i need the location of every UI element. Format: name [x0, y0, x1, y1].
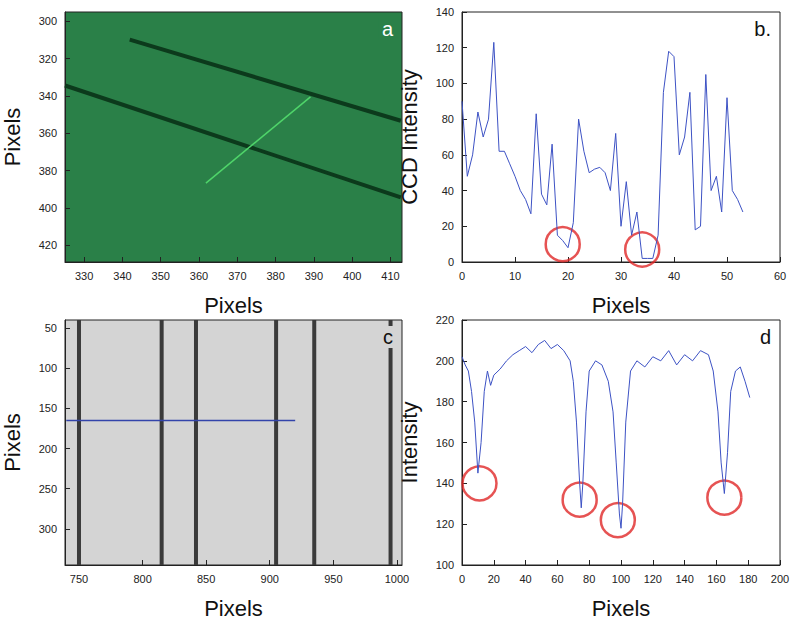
- svg-text:160: 160: [707, 573, 725, 585]
- svg-text:100: 100: [436, 77, 454, 89]
- svg-text:400: 400: [343, 270, 361, 282]
- svg-text:50: 50: [721, 270, 733, 282]
- svg-text:370: 370: [228, 270, 246, 282]
- svg-text:a: a: [382, 18, 394, 40]
- svg-text:40: 40: [519, 573, 531, 585]
- svg-text:40: 40: [668, 270, 680, 282]
- svg-text:400: 400: [39, 202, 57, 214]
- svg-text:20: 20: [562, 270, 574, 282]
- svg-text:250: 250: [39, 483, 57, 495]
- svg-text:60: 60: [442, 149, 454, 161]
- svg-text:200: 200: [771, 573, 789, 585]
- svg-text:60: 60: [774, 270, 786, 282]
- svg-text:Pixels: Pixels: [0, 108, 25, 167]
- svg-text:420: 420: [39, 239, 57, 251]
- svg-text:800: 800: [133, 573, 151, 585]
- svg-text:Pixels: Pixels: [592, 293, 651, 318]
- svg-text:900: 900: [261, 573, 279, 585]
- svg-text:80: 80: [583, 573, 595, 585]
- svg-text:220: 220: [436, 314, 454, 326]
- svg-text:40: 40: [442, 185, 454, 197]
- svg-text:180: 180: [436, 396, 454, 408]
- svg-text:750: 750: [70, 573, 88, 585]
- svg-text:320: 320: [39, 53, 57, 65]
- svg-text:100: 100: [39, 362, 57, 374]
- svg-text:0: 0: [448, 256, 454, 268]
- svg-text:0: 0: [459, 270, 465, 282]
- svg-text:380: 380: [266, 270, 284, 282]
- svg-text:140: 140: [436, 6, 454, 18]
- svg-text:Pixels: Pixels: [0, 413, 25, 472]
- svg-text:200: 200: [436, 355, 454, 367]
- svg-text:850: 850: [197, 573, 215, 585]
- svg-text:950: 950: [324, 573, 342, 585]
- svg-text:c: c: [383, 326, 393, 348]
- svg-text:120: 120: [436, 42, 454, 54]
- svg-text:380: 380: [39, 165, 57, 177]
- svg-text:10: 10: [509, 270, 521, 282]
- svg-text:20: 20: [442, 220, 454, 232]
- svg-text:50: 50: [45, 322, 57, 334]
- svg-text:360: 360: [190, 270, 208, 282]
- svg-text:330: 330: [75, 270, 93, 282]
- svg-text:30: 30: [615, 270, 627, 282]
- svg-text:0: 0: [459, 573, 465, 585]
- svg-text:390: 390: [305, 270, 323, 282]
- svg-text:60: 60: [551, 573, 563, 585]
- svg-text:d: d: [760, 326, 771, 348]
- svg-text:20: 20: [488, 573, 500, 585]
- svg-text:1000: 1000: [385, 573, 409, 585]
- svg-text:360: 360: [39, 127, 57, 139]
- svg-text:Pixels: Pixels: [204, 293, 263, 318]
- svg-text:300: 300: [39, 15, 57, 27]
- svg-text:CCD Intensity: CCD Intensity: [397, 69, 422, 205]
- svg-text:120: 120: [644, 573, 662, 585]
- svg-text:100: 100: [612, 573, 630, 585]
- svg-text:140: 140: [675, 573, 693, 585]
- svg-text:Pixels: Pixels: [204, 596, 263, 621]
- svg-text:b.: b.: [754, 18, 771, 40]
- svg-text:350: 350: [152, 270, 170, 282]
- svg-text:300: 300: [39, 523, 57, 535]
- svg-text:340: 340: [113, 270, 131, 282]
- svg-text:120: 120: [436, 518, 454, 530]
- svg-text:140: 140: [436, 477, 454, 489]
- svg-text:Pixels: Pixels: [592, 596, 651, 621]
- svg-text:180: 180: [739, 573, 757, 585]
- svg-text:80: 80: [442, 113, 454, 125]
- svg-text:100: 100: [436, 559, 454, 571]
- svg-text:410: 410: [381, 270, 399, 282]
- svg-text:340: 340: [39, 90, 57, 102]
- svg-text:200: 200: [39, 443, 57, 455]
- svg-text:160: 160: [436, 437, 454, 449]
- svg-text:Intensity: Intensity: [397, 402, 422, 484]
- svg-text:150: 150: [39, 402, 57, 414]
